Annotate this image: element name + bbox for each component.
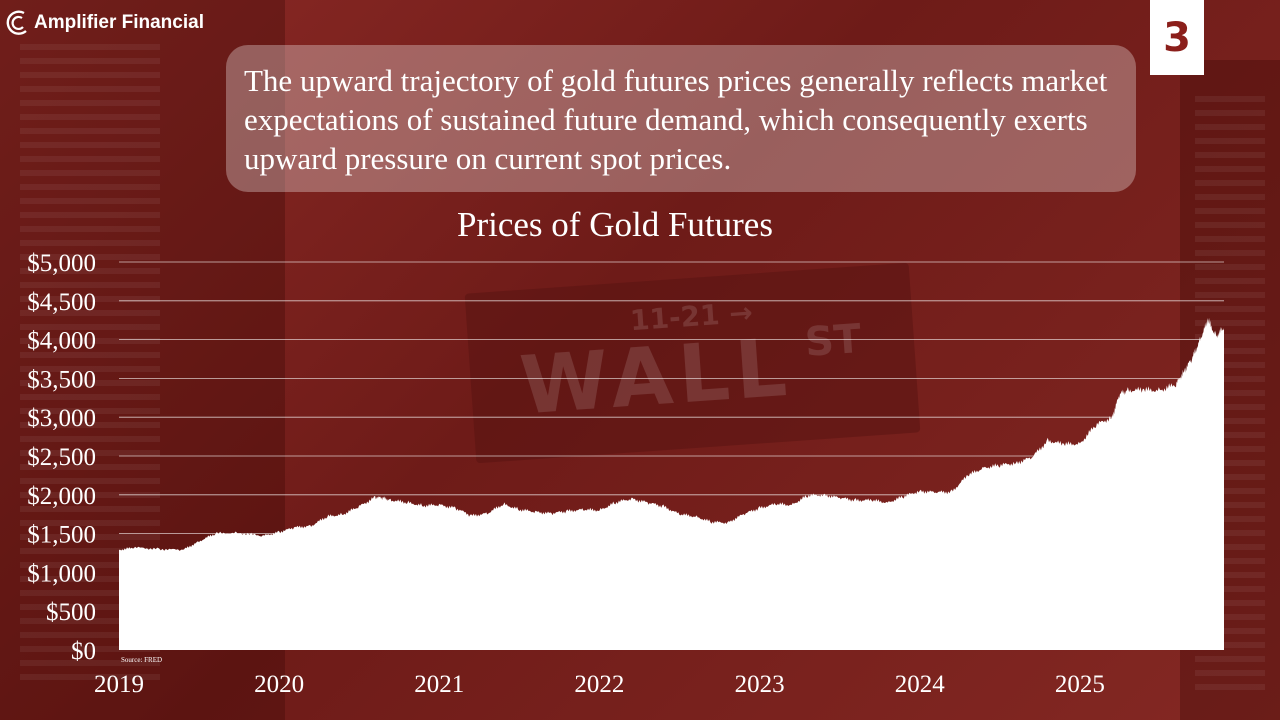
xtick-label-2: 2021 (414, 671, 464, 698)
ytick-label-5: $2,500 (27, 444, 96, 471)
ytick-label-7: $3,500 (27, 366, 96, 393)
chart-title: Prices of Gold Futures (457, 205, 773, 244)
callout-box: The upward trajectory of gold futures pr… (226, 45, 1136, 192)
xtick-label-6: 2025 (1055, 671, 1105, 698)
xtick-label-1: 2020 (254, 671, 304, 698)
brand-name: Amplifier Financial (34, 12, 204, 33)
callout-text: The upward trajectory of gold futures pr… (244, 63, 1108, 176)
ytick-label-9: $4,500 (27, 289, 96, 316)
chart-source: Source: FRED (121, 656, 163, 664)
ytick-label-3: $1,500 (27, 522, 96, 549)
xtick-label-0: 2019 (94, 671, 144, 698)
brand-logo: Amplifier Financial (6, 10, 204, 36)
xtick-label-4: 2023 (735, 671, 785, 698)
ytick-label-6: $3,000 (27, 405, 96, 432)
ytick-label-10: $5,000 (27, 250, 96, 277)
ytick-label-1: $500 (46, 599, 96, 626)
xtick-label-3: 2022 (574, 671, 624, 698)
amplifier-logo-icon (6, 10, 27, 35)
ytick-label-8: $4,000 (27, 328, 96, 355)
ytick-label-0: $0 (71, 638, 96, 665)
series-area (119, 317, 1224, 650)
slide-number: 3 (1150, 0, 1204, 75)
xtick-label-5: 2024 (895, 671, 946, 698)
ytick-label-2: $1,000 (27, 560, 96, 587)
ytick-label-4: $2,000 (27, 483, 96, 510)
